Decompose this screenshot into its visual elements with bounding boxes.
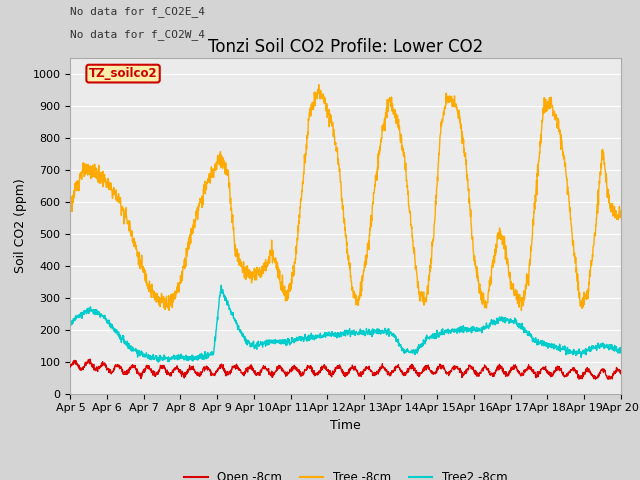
Legend: Open -8cm, Tree -8cm, Tree2 -8cm: Open -8cm, Tree -8cm, Tree2 -8cm bbox=[179, 466, 512, 480]
X-axis label: Time: Time bbox=[330, 419, 361, 432]
Text: No data for f_CO2W_4: No data for f_CO2W_4 bbox=[70, 29, 205, 40]
Text: TZ_soilco2: TZ_soilco2 bbox=[89, 67, 157, 80]
Title: Tonzi Soil CO2 Profile: Lower CO2: Tonzi Soil CO2 Profile: Lower CO2 bbox=[208, 38, 483, 56]
Text: No data for f_CO2E_4: No data for f_CO2E_4 bbox=[70, 6, 205, 17]
Y-axis label: Soil CO2 (ppm): Soil CO2 (ppm) bbox=[14, 178, 27, 273]
